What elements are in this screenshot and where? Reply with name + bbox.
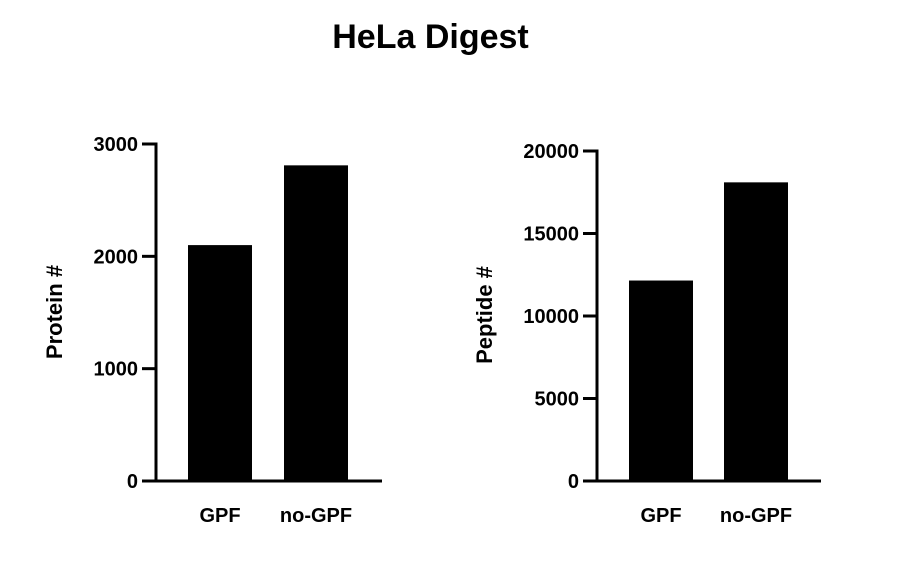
bar-no-gpf <box>284 165 348 482</box>
bar-no-gpf <box>724 182 788 481</box>
y-tick-label: 0 <box>568 471 579 493</box>
bar-gpf <box>629 280 693 481</box>
y-tick-label: 0 <box>127 471 138 493</box>
peptide-count-chart: 0 5000 10000 15000 20000 GPF no-GPF Peptide # <box>472 141 821 527</box>
x-category-label: GPF <box>640 505 681 527</box>
protein-count-chart: 0 1000 2000 3000 GPF no-GPF Protein # <box>42 134 382 527</box>
y-tick-label: 15000 <box>523 224 579 246</box>
x-category-label: no-GPF <box>720 505 792 527</box>
y-tick-label: 3000 <box>94 134 139 156</box>
y-axis-label: Protein # <box>42 265 67 359</box>
y-tick-label: 10000 <box>523 306 579 328</box>
x-category-label: no-GPF <box>280 505 352 527</box>
y-tick-label: 5000 <box>535 389 580 411</box>
y-tick-label: 1000 <box>94 359 139 381</box>
bar-gpf <box>188 245 252 481</box>
y-axis-label: Peptide # <box>472 266 497 364</box>
x-category-label: GPF <box>199 505 240 527</box>
figure-title: HeLa Digest <box>332 18 529 56</box>
y-tick-label: 20000 <box>523 141 579 163</box>
y-tick-label: 2000 <box>94 246 139 268</box>
